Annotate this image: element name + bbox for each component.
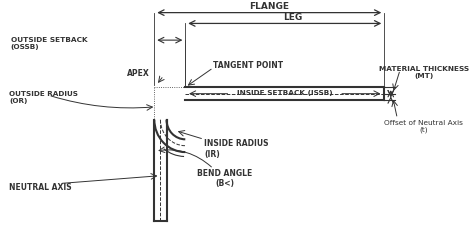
Text: INSIDE SETBACK (ISSB): INSIDE SETBACK (ISSB) <box>237 90 333 96</box>
Text: MATERIAL THICKNESS
(MT): MATERIAL THICKNESS (MT) <box>379 66 469 79</box>
Text: OUTSIDE RADIUS
(OR): OUTSIDE RADIUS (OR) <box>9 91 78 104</box>
Text: FLANGE: FLANGE <box>249 2 289 11</box>
Text: NEUTRAL AXIS: NEUTRAL AXIS <box>9 183 72 192</box>
Text: LEG: LEG <box>283 13 302 22</box>
Text: APEX: APEX <box>127 69 150 78</box>
Text: OUTSIDE SETBACK
(OSSB): OUTSIDE SETBACK (OSSB) <box>11 37 87 50</box>
Text: INSIDE RADIUS
(IR): INSIDE RADIUS (IR) <box>204 139 269 159</box>
Text: Offset of Neutral Axis
(t): Offset of Neutral Axis (t) <box>384 120 463 133</box>
Text: BEND ANGLE
(B<): BEND ANGLE (B<) <box>197 169 252 188</box>
Text: TANGENT POINT: TANGENT POINT <box>213 61 283 70</box>
